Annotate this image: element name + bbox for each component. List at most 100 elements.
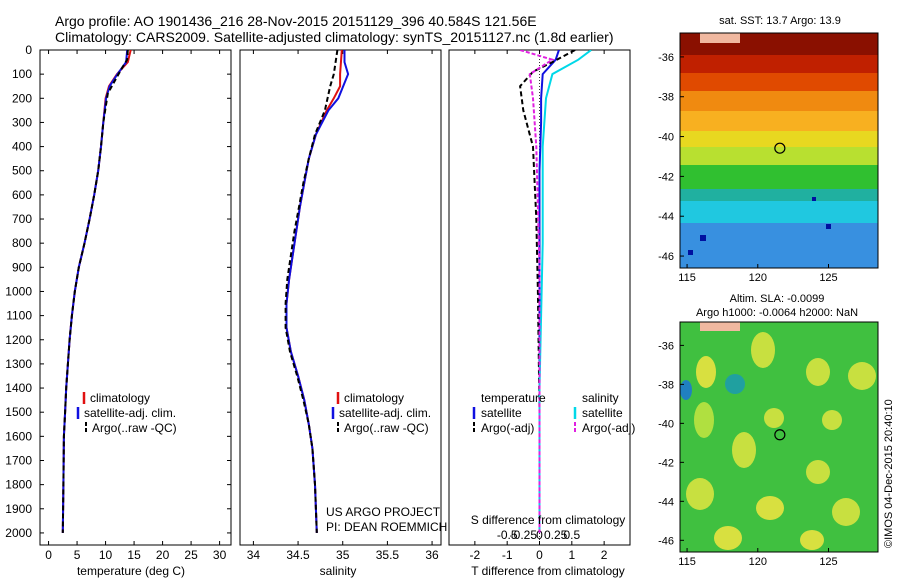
legend-climatology-label: climatology xyxy=(344,391,404,405)
x-tick-label: 5 xyxy=(74,548,81,562)
legend-s-satellite-label: satellite xyxy=(582,406,623,420)
s-tick-label: -0.5 xyxy=(497,528,518,542)
difference-panel: -2 -1 0 1 2-0.5-0.25 0 0.250.5 S difference fr… xyxy=(448,49,635,578)
x-tick-label: 34.5 xyxy=(286,548,310,562)
depth-tick-label: 300 xyxy=(12,115,32,129)
temperature-axes-frame xyxy=(39,49,232,546)
sla-map-axes: -36 -38 -40 -42 -44 -46 115 120 125 xyxy=(658,340,838,568)
x-tick-label: 25 xyxy=(184,548,198,562)
x-tick-label: 15 xyxy=(127,548,141,562)
difference-series xyxy=(519,50,592,533)
lat-tick-label: -36 xyxy=(658,340,674,352)
lat-tick-label: -44 xyxy=(658,496,674,508)
depth-tick-label: 1400 xyxy=(5,381,32,395)
legend-salinity-title: salinity xyxy=(582,391,619,405)
x-tick-label: 2 xyxy=(601,548,608,562)
lon-tick-label: 125 xyxy=(819,272,837,284)
lat-tick-label: -46 xyxy=(658,251,674,263)
temperature-x-axis: 0 5 10 15 20 25 30 xyxy=(45,50,227,562)
sst-map-title: sat. SST: 13.7 Argo: 13.9 xyxy=(719,15,841,27)
depth-tick-label: 800 xyxy=(12,236,32,250)
legend-argo-label: Argo(..raw -QC) xyxy=(344,421,429,435)
salinity-series xyxy=(284,50,350,533)
lat-tick-label: -42 xyxy=(658,457,674,469)
lon-tick-label: 125 xyxy=(819,556,837,568)
lon-tick-label: 120 xyxy=(749,272,767,284)
sst-float-marker xyxy=(774,142,786,154)
sst-field xyxy=(680,33,878,268)
series-salinity-argo-adj xyxy=(519,50,555,533)
difference-x-axis: -2 -1 0 1 2-0.5-0.25 0 0.250.5 xyxy=(470,50,608,562)
x-tick-label: 20 xyxy=(156,548,170,562)
series-argo-raw-qc xyxy=(61,50,129,533)
x-tick-label: 34 xyxy=(247,548,261,562)
sla-field xyxy=(680,322,878,552)
lat-tick-label: -36 xyxy=(658,52,674,64)
salinity-x-axis: 34 34.5 35 35.5 36 xyxy=(247,50,439,562)
lat-tick-label: -40 xyxy=(658,418,674,430)
legend-argo-label: Argo(..raw -QC) xyxy=(92,421,177,435)
depth-tick-label: 1200 xyxy=(5,333,32,347)
lat-tick-label: -46 xyxy=(658,535,674,547)
sst-map-axes: -36 -38 -40 -42 -44 -46 115 120 125 xyxy=(658,52,838,284)
x-tick-label: -1 xyxy=(502,548,513,562)
depth-tick-label: 2000 xyxy=(5,526,32,540)
t-difference-label: T difference from climatology xyxy=(471,564,625,578)
depth-tick-label: 700 xyxy=(12,212,32,226)
lat-tick-label: -44 xyxy=(658,211,674,223)
pi-note: PI: DEAN ROEMMICH xyxy=(326,520,447,534)
x-tick-label: 0 xyxy=(45,548,52,562)
x-tick-label: 36 xyxy=(425,548,439,562)
sla-map: Altim. SLA: -0.0099 Argo h1000: -0.0064 … xyxy=(658,293,879,568)
sla-map-title-2: Argo h1000: -0.0064 h2000: NaN xyxy=(696,307,858,319)
lon-tick-label: 115 xyxy=(678,272,696,284)
lat-tick-label: -42 xyxy=(658,171,674,183)
lat-tick-label: -38 xyxy=(658,379,674,391)
depth-tick-label: 1600 xyxy=(5,429,32,443)
temperature-xlabel: temperature (deg C) xyxy=(77,564,185,578)
depth-tick-label: 1900 xyxy=(5,502,32,516)
x-tick-label: 10 xyxy=(99,548,113,562)
temperature-panel: 0100200300400500600700800900100011001200… xyxy=(5,43,630,578)
legend-s-argo-label: Argo(-adj) xyxy=(582,421,635,435)
salinity-xlabel: salinity xyxy=(320,564,357,578)
s-tick-label: 0 xyxy=(536,528,543,542)
depth-tick-label: 600 xyxy=(12,188,32,202)
legend-t-satellite-label: satellite xyxy=(481,406,522,420)
sst-map-frame xyxy=(679,32,879,269)
salinity-legend: climatology satellite-adj. clim. Argo(..… xyxy=(331,391,431,435)
legend-satellite-label: satellite-adj. clim. xyxy=(84,406,176,420)
temperature-series xyxy=(61,50,132,533)
project-note: US ARGO PROJECT xyxy=(326,505,441,519)
depth-tick-label: 1100 xyxy=(6,309,32,323)
depth-tick-label: 500 xyxy=(12,164,32,178)
depth-axis: 0 100 200 300 400 500 600 700 800 900 1000 1100 1200… xyxy=(5,43,630,540)
x-tick-label: 1 xyxy=(568,548,575,562)
depth-tick-label: 200 xyxy=(12,91,32,105)
x-tick-label: 35 xyxy=(336,548,350,562)
depth-tick-label: 0 xyxy=(25,43,32,57)
legend-temperature-title: temperature xyxy=(481,391,546,405)
x-tick-label: -2 xyxy=(470,548,481,562)
sla-map-title-1: Altim. SLA: -0.0099 xyxy=(730,293,825,305)
depth-tick-label: 1700 xyxy=(5,453,32,467)
s-tick-label: 0.25 xyxy=(544,528,568,542)
depth-tick-label: 1500 xyxy=(5,405,32,419)
sla-map-frame xyxy=(679,321,879,553)
difference-legend: temperature satellite Argo(-adj) salinit… xyxy=(472,391,635,435)
sla-float-marker xyxy=(774,429,786,441)
x-tick-label: 0 xyxy=(536,548,543,562)
salinity-panel: 34 34.5 35 35.5 36 salinity climatology sate… xyxy=(239,49,447,578)
depth-tick-label: 1000 xyxy=(5,284,32,298)
x-tick-label: 35.5 xyxy=(376,548,400,562)
legend-t-argo-label: Argo(-adj) xyxy=(481,421,534,435)
lon-tick-label: 115 xyxy=(678,556,696,568)
series-argo-raw-qc xyxy=(284,50,339,533)
sst-map: sat. SST: 13.7 Argo: 13.9 -36 -38 -40 -42 -4… xyxy=(658,15,879,284)
depth-tick-label: 100 xyxy=(12,67,32,81)
depth-tick-label: 1800 xyxy=(5,478,32,492)
series-satellite-adj-clim xyxy=(285,50,350,533)
s-tick-label: -0.25 xyxy=(510,528,538,542)
lon-tick-label: 120 xyxy=(749,556,767,568)
